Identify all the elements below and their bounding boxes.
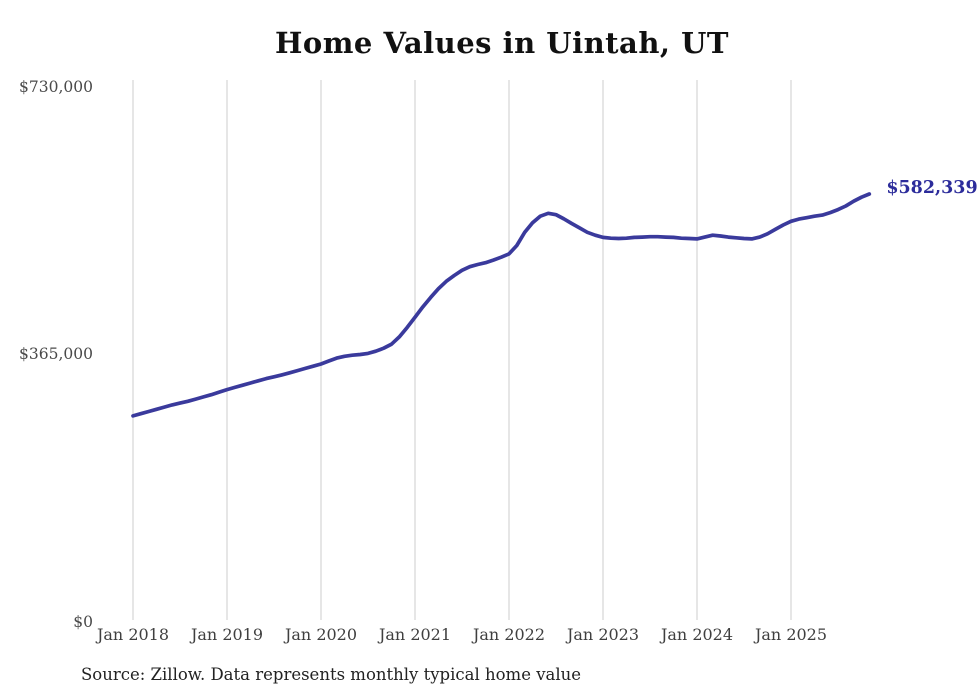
home-value-series-line	[131, 192, 872, 418]
y-axis-tick-label: $365,000	[19, 345, 93, 363]
x-axis-tick-label: Jan 2024	[660, 625, 734, 644]
x-axis-tick-label: Jan 2025	[754, 625, 828, 644]
x-axis-tick-label: Jan 2021	[378, 625, 452, 644]
x-axis-tick-label: Jan 2020	[284, 625, 358, 644]
x-axis-tick-label: Jan 2022	[472, 625, 546, 644]
latest-value-label: $582,339	[886, 178, 978, 198]
chart-title: Home Values in Uintah, UT	[275, 26, 729, 60]
y-axis-tick-label: $0	[73, 613, 93, 631]
x-axis-tick-label: Jan 2023	[566, 625, 640, 644]
x-axis-tick-label: Jan 2019	[190, 625, 264, 644]
x-axis-tick-label: Jan 2018	[96, 625, 170, 644]
source-attribution: Source: Zillow. Data represents monthly …	[81, 665, 582, 684]
y-axis-tick-label: $730,000	[19, 78, 93, 96]
